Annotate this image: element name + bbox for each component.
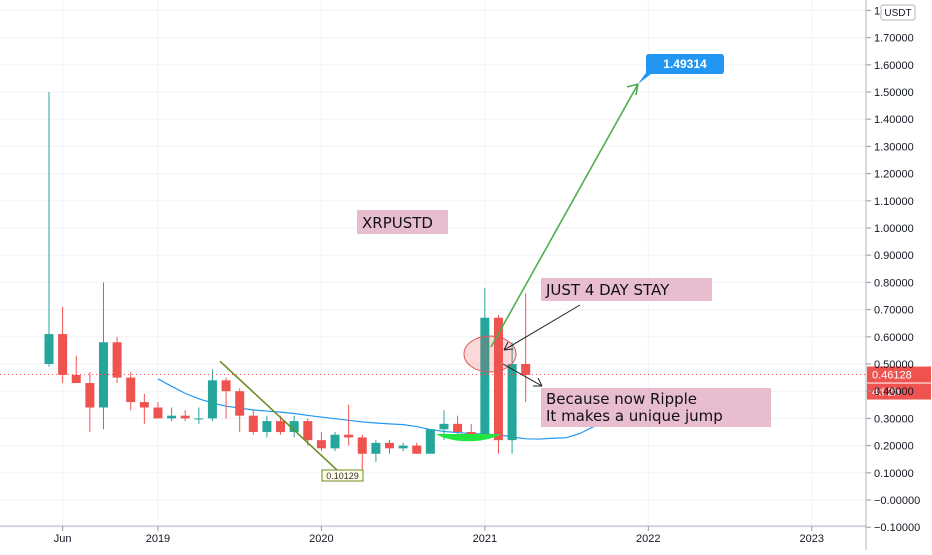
jump-arrow-line: [502, 363, 543, 387]
candle-body[interactable]: [194, 418, 204, 420]
candle-body[interactable]: [385, 442, 394, 449]
jump-arrow-head: [533, 377, 543, 387]
countdown-box: [867, 383, 931, 400]
candle-body[interactable]: [493, 317, 503, 441]
candle-body[interactable]: [126, 377, 136, 403]
low-price-label: 0.10129: [326, 471, 359, 481]
stay-arrow-line: [503, 304, 581, 351]
y-tick-label: 0.30000: [874, 413, 914, 425]
target-price-label: 1.49314: [663, 57, 707, 71]
currency-badge[interactable]: [880, 4, 916, 21]
axes-layer: 1.800001.700001.600001.500001.400001.300…: [0, 0, 920, 550]
candle-body[interactable]: [453, 423, 463, 432]
candle-body[interactable]: [507, 364, 517, 441]
candle-body[interactable]: [371, 442, 381, 454]
y-tick-label: 0.80000: [874, 277, 914, 289]
low-price-tag: [321, 469, 364, 482]
y-tick-label: 0.10000: [874, 468, 914, 480]
candles-layer[interactable]: [44, 92, 531, 473]
candle-body[interactable]: [425, 429, 435, 454]
candle-body[interactable]: [248, 415, 258, 432]
symbol-label-box: [357, 210, 448, 234]
y-tick-label: −0.10000: [874, 522, 920, 534]
highlight-ellipse[interactable]: [463, 335, 517, 373]
candle-body[interactable]: [167, 415, 177, 419]
x-tick-label: Jun: [54, 533, 72, 545]
y-tick-label: 0.20000: [874, 441, 914, 453]
candle-body[interactable]: [112, 342, 122, 378]
candle-body[interactable]: [180, 415, 190, 419]
candle-body[interactable]: [466, 432, 476, 435]
candle-body[interactable]: [316, 440, 326, 449]
last-price-box: [867, 366, 931, 383]
x-tick-label: 2020: [309, 533, 333, 545]
candle-body[interactable]: [480, 317, 490, 435]
candle-body[interactable]: [235, 391, 245, 416]
candle-body[interactable]: [85, 383, 95, 408]
y-tick-label: 1.30000: [874, 141, 914, 153]
drawing-tools-layer[interactable]: 0.46128 4d 2h 0.10129 1.49314 XRPUSTD JUST 4 …: [0, 54, 931, 482]
jump-note-box: [541, 388, 771, 427]
candle-body[interactable]: [412, 445, 422, 454]
y-tick-label: 0.90000: [874, 250, 914, 262]
y-tick-label: 1.70000: [874, 33, 914, 45]
candle-body[interactable]: [344, 434, 354, 438]
target-arrow-line[interactable]: [490, 83, 639, 348]
y-tick-label: 0.50000: [874, 359, 914, 371]
y-tick-label: 0.60000: [874, 332, 914, 344]
x-tick-label: 2019: [146, 533, 170, 545]
target-price-callout[interactable]: [638, 54, 724, 84]
candle-body[interactable]: [439, 423, 449, 430]
y-tick-label: −0.00000: [874, 495, 920, 507]
y-tick-label: 1.60000: [874, 60, 914, 72]
candle-body[interactable]: [71, 374, 81, 384]
candle-body[interactable]: [276, 421, 286, 432]
x-tick-label: 2022: [636, 533, 660, 545]
x-tick-label: 2021: [473, 533, 497, 545]
y-tick-label: 0.70000: [874, 305, 914, 317]
jump-note-line1: Because now Ripple: [546, 390, 697, 408]
candle-body[interactable]: [521, 364, 531, 375]
candle-body[interactable]: [289, 421, 299, 432]
y-tick-label: 1.20000: [874, 169, 914, 181]
x-tick-label: 2023: [799, 533, 823, 545]
candle-body[interactable]: [153, 407, 163, 419]
candle-body[interactable]: [44, 334, 54, 364]
y-tick-label: 1.10000: [874, 196, 914, 208]
stay-note: JUST 4 DAY STAY: [545, 281, 670, 299]
jump-note-line2: It makes a unique jump: [546, 407, 723, 425]
candle-body[interactable]: [98, 342, 108, 408]
downtrend-line[interactable]: [219, 360, 341, 474]
candle-body[interactable]: [139, 402, 149, 408]
symbol-label: XRPUSTD: [362, 214, 433, 232]
y-tick-label: 1.50000: [874, 87, 914, 99]
last-price-label: 0.46128: [872, 370, 912, 382]
candle-body[interactable]: [262, 421, 272, 432]
candle-body[interactable]: [207, 380, 217, 419]
candle-body[interactable]: [398, 445, 408, 449]
stay-note-box: [541, 278, 712, 301]
bowl-shape: [436, 434, 501, 442]
candle-body[interactable]: [58, 334, 68, 375]
candle-body[interactable]: [303, 421, 313, 441]
candle-body[interactable]: [330, 434, 340, 449]
currency-badge-label: USDT: [884, 8, 911, 19]
candle-body[interactable]: [221, 380, 231, 392]
stay-arrow-head: [503, 341, 514, 351]
y-tick-label: 0.40000: [874, 386, 914, 398]
y-tick-label: 1.40000: [874, 114, 914, 126]
target-arrow-head: [626, 83, 639, 96]
countdown-label: 4d 2h: [872, 387, 900, 399]
candle-body[interactable]: [357, 437, 367, 454]
y-tick-label: 1.00000: [874, 223, 914, 235]
